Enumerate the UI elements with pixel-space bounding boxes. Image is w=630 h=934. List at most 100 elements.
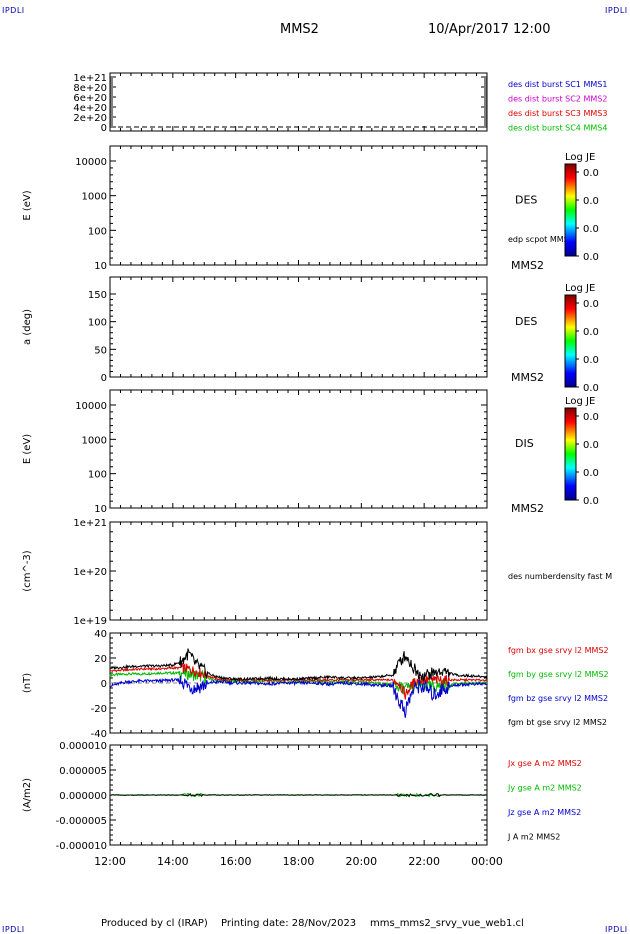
footer-producer: Produced by cl (IRAP) [101,918,208,929]
colorbar-tick-label: 0.0 [583,412,599,423]
footer-product-name: mms_mms2_srvy_vue_web1.cl [370,918,524,929]
y-tick-label: 4e+20 [73,103,107,114]
y-tick-label: 6e+20 [73,93,107,104]
spacecraft-label: MMS2 [511,259,544,272]
instrument-label: DIS [515,437,534,450]
y-tick-label: 100 [88,318,107,329]
y-tick-label: 0.000000 [59,791,107,802]
corner-label-top-right: IPDLI [605,6,628,15]
spacecraft-label: MMS2 [511,502,544,515]
spacecraft-label: MMS2 [511,371,544,384]
panel-frame-des-energy [109,145,488,266]
colorbar-tick-label: 0.0 [583,468,599,479]
y-tick-label: -20 [91,704,107,715]
spacecraft-title: MMS2 [280,22,319,37]
instrument-label: DES [515,194,537,207]
footer-printing-date: Printing date: 28/Nov/2023 [221,918,357,929]
y-tick-label: 0 [101,679,107,690]
y-tick-label: 1e+21 [73,518,107,529]
y-tick-label: 0 [101,373,107,384]
current-series-line [109,793,488,798]
y-tick-label: 10 [94,261,107,272]
y-tick-label: 1e+21 [73,73,107,84]
colorbar-tick-label: 0.0 [583,168,599,179]
legend-entry: des dist burst SC1 MMS1 [508,80,607,89]
corner-label-bottom-right: IPDLI [605,925,628,934]
y-axis-label-dis-energy: E (eV) [22,434,33,464]
colorbar-tick-label: 0.0 [583,252,599,263]
colorbar [564,294,577,388]
colorbar-title: Log JE [565,283,595,294]
y-tick-label: 10 [94,504,107,515]
colorbar-title: Log JE [565,396,595,407]
legend-entry: fgm bx gse srvy l2 MMS2 [508,646,609,655]
colorbar-tick-label: 0.0 [583,355,599,366]
y-axis-label-density: (cm^-3) [22,550,33,591]
series-line-bt [109,648,488,682]
y-tick-label: 0 [101,123,107,134]
y-axis-label-current-density: (A/m2) [22,778,33,812]
series-line-by [109,667,488,695]
y-tick-label: -40 [91,729,107,740]
colorbar-tick-label: 0.0 [583,299,599,310]
colorbar-tick-label: 0.0 [583,196,599,207]
legend-entry: des dist burst SC4 MMS4 [508,124,607,133]
panel-frame-des-pitch [109,276,488,378]
panel-frame-density [109,521,488,621]
y-tick-label: 8e+20 [73,83,107,94]
legend-entry: J A m2 MMS2 [507,833,560,842]
y-tick-label: 1000 [82,192,107,203]
x-tick-label: 20:00 [345,855,377,868]
panel-frame-dis-energy [109,389,488,509]
colorbar [564,407,577,501]
legend-entry: des dist burst SC3 MMS3 [508,109,607,118]
y-tick-label: -0.000005 [56,816,107,827]
legend-entry: fgm bz gse srvy l2 MMS2 [508,694,608,703]
y-tick-label: 0.000010 [59,741,107,752]
y-tick-label: 1000 [82,435,107,446]
y-axis-label-des-pitch: a (deg) [22,309,33,345]
y-tick-label: 10000 [75,401,107,412]
colorbar-tick-label: 0.0 [583,327,599,338]
overlay-label: edp scpot MMS2 [508,235,574,244]
y-tick-label: -0.000010 [56,841,107,852]
corner-label-top-left: IPDLI [2,6,25,15]
y-tick-label: 1e+20 [73,567,107,578]
y-axis-label-des-energy: E (eV) [22,190,33,220]
y-tick-label: 100 [88,470,107,481]
y-tick-label: 10000 [75,157,107,168]
y-tick-label: 0.000005 [59,766,107,777]
colorbar [564,163,577,257]
panel-frame-distribution [109,72,488,132]
x-tick-label: 18:00 [283,855,315,868]
corner-label-bottom-left: IPDLI [2,925,25,934]
legend-entry: des dist burst SC2 MMS2 [508,95,607,104]
colorbar-tick-label: 0.0 [583,383,599,394]
x-tick-label: 16:00 [220,855,252,868]
x-tick-label: 12:00 [94,855,126,868]
y-tick-label: 20 [94,654,107,665]
instrument-label: DES [515,315,537,328]
y-tick-label: 150 [88,290,107,301]
legend-entry: fgm bt gse srvy l2 MMS2 [508,718,607,727]
y-tick-label: 100 [88,226,107,237]
colorbar-tick-label: 0.0 [583,440,599,451]
x-tick-label: 14:00 [157,855,189,868]
y-tick-label: 40 [94,629,107,640]
legend-entry: Jx gse A m2 MMS2 [507,759,582,768]
y-tick-label: 2e+20 [73,113,107,124]
series-line-bz [109,675,488,718]
legend-entry: Jy gse A m2 MMS2 [507,784,582,793]
legend-entry: Jz gse A m2 MMS2 [507,808,581,817]
colorbar-tick-label: 0.0 [583,496,599,507]
y-tick-label: 1e+19 [73,616,107,627]
colorbar-title: Log JE [565,152,595,163]
legend-entry: fgm by gse srvy l2 MMS2 [508,670,609,679]
y-axis-label-magnetic-field: (nT) [22,673,33,693]
x-tick-label: 00:00 [471,855,503,868]
y-tick-label: 50 [94,345,107,356]
datetime-title: 10/Apr/2017 12:00 [428,22,551,37]
x-tick-label: 22:00 [408,855,440,868]
